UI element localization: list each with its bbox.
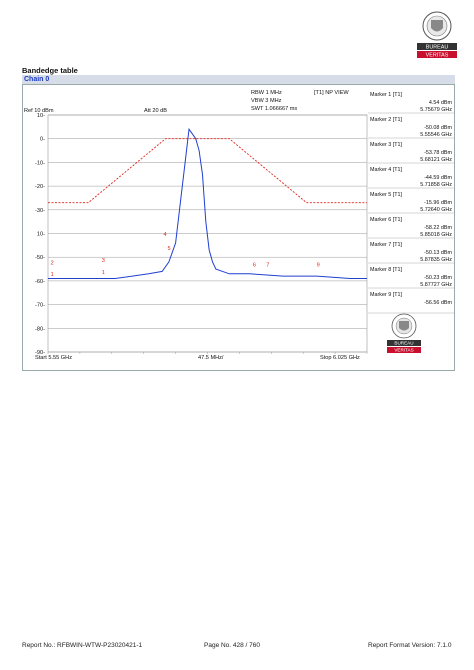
logo-text-bureau: BUREAU bbox=[426, 45, 449, 51]
ref-level-label: Ref 10 dBm bbox=[24, 108, 54, 114]
marker-label: 1 bbox=[51, 272, 54, 278]
y-tick-label: 10- bbox=[37, 232, 45, 238]
marker-label: 4 bbox=[164, 232, 167, 238]
x-start-label: Start 5.55 GHz bbox=[35, 355, 72, 361]
marker-table-freq: 5.55546 GHz bbox=[420, 132, 452, 138]
section-title: Bandedge table bbox=[22, 66, 78, 75]
chart-bureau-veritas-logo: BUREAU VERITAS bbox=[387, 313, 421, 353]
marker-table-name: Marker 7 [T1] bbox=[370, 242, 403, 248]
marker-table-name: Marker 1 [T1] bbox=[370, 92, 403, 98]
footer-page-no: Page No. 428 / 760 bbox=[204, 642, 261, 649]
marker-table-level: -53.78 dBm bbox=[424, 150, 452, 156]
attenuation-label: Att 20 dB bbox=[144, 108, 167, 114]
y-tick-label: -60- bbox=[35, 279, 45, 285]
swt-label: SWT 1.066667 ms bbox=[251, 106, 297, 112]
y-tick-label: -70- bbox=[35, 303, 45, 309]
chart-logo-text-veritas: VERITAS bbox=[394, 348, 413, 353]
chart-markers: 2 1 3 1 4 5 6 7 9 bbox=[51, 232, 320, 278]
marker-table-level: -44.59 dBm bbox=[424, 175, 452, 181]
footer-format-version: Report Format Version: 7.1.0 bbox=[368, 642, 452, 649]
marker-table-name: Marker 3 [T1] bbox=[370, 142, 403, 148]
chart-grid bbox=[47, 114, 368, 354]
marker-table-level: -50.08 dBm bbox=[424, 125, 452, 131]
marker-table-name: Marker 9 [T1] bbox=[370, 292, 403, 298]
marker-table-freq: 5.75679 GHz bbox=[420, 107, 452, 113]
marker-table-level: 4.54 dBm bbox=[429, 100, 453, 106]
marker-table-freq: 5.85018 GHz bbox=[420, 232, 452, 238]
spectrum-chart: 10- 0- -10- -20- -30- 10- -50- -60- -70- -80- -90-… bbox=[24, 90, 454, 361]
bureau-veritas-logo: BUREAU VERITAS bbox=[417, 11, 457, 59]
marker-label: 2 bbox=[51, 260, 54, 266]
x-stop-label: Stop 6.025 GHz bbox=[320, 355, 360, 361]
y-tick-label: -50- bbox=[35, 255, 45, 261]
marker-table-level: -50.23 dBm bbox=[424, 275, 452, 281]
marker-table-name: Marker 6 [T1] bbox=[370, 217, 403, 223]
trace-polyline bbox=[48, 127, 367, 280]
x-center-label: 47.5 MHz/ bbox=[198, 355, 224, 361]
marker-label: 6 bbox=[253, 263, 256, 269]
footer-report-no: Report No.: RFBWIN-WTW-P23020421-1 bbox=[22, 642, 143, 649]
marker-table-level: -50.13 dBm bbox=[424, 250, 452, 256]
marker-table-level: -15.96 dBm bbox=[424, 200, 452, 206]
limit-line bbox=[48, 138, 367, 204]
rbw-label: RBW 1 MHz bbox=[251, 90, 282, 96]
mode-label: [T1] NP VIEW bbox=[314, 90, 349, 96]
y-tick-labels: 10- 0- -10- -20- -30- 10- -50- -60- -70- -80- -90- bbox=[35, 113, 45, 356]
marker-table-name: Marker 4 [T1] bbox=[370, 167, 403, 173]
marker-table-name: Marker 5 [T1] bbox=[370, 192, 403, 198]
marker-table-freq: 5.68121 GHz bbox=[420, 157, 452, 163]
vbw-label: VBW 3 MHz bbox=[251, 98, 282, 104]
marker-table-name: Marker 8 [T1] bbox=[370, 267, 403, 273]
marker-table-freq: 5.71858 GHz bbox=[420, 182, 452, 188]
logo-text-veritas: VERITAS bbox=[426, 53, 449, 59]
marker-table-name: Marker 2 [T1] bbox=[370, 117, 403, 123]
marker-label: 5 bbox=[168, 246, 171, 252]
spectrum-trace bbox=[48, 127, 367, 280]
limit-polyline bbox=[48, 138, 367, 204]
panel-title: Chain 0 bbox=[22, 75, 455, 85]
marker-table-freq: 5.72640 GHz bbox=[420, 207, 452, 213]
marker-table-level: -56.56 dBm bbox=[424, 300, 452, 306]
marker-label: 1 bbox=[102, 270, 105, 276]
chart-logo-text-bureau: BUREAU bbox=[394, 341, 413, 346]
marker-table-level: -58.22 dBm bbox=[424, 225, 452, 231]
marker-label: 7 bbox=[266, 263, 269, 269]
y-tick-label: -90- bbox=[35, 350, 45, 356]
y-tick-label: -30- bbox=[35, 208, 45, 214]
y-tick-label: 0- bbox=[40, 137, 45, 143]
y-tick-label: -20- bbox=[35, 184, 45, 190]
y-tick-label: -10- bbox=[35, 160, 45, 166]
marker-table-freq: 5.87727 GHz bbox=[420, 282, 452, 288]
y-tick-label: -80- bbox=[35, 326, 45, 332]
marker-label: 9 bbox=[317, 263, 320, 269]
marker-table-freq: 5.87835 GHz bbox=[420, 257, 452, 263]
y-tick-label: 10- bbox=[37, 113, 45, 119]
marker-label: 3 bbox=[102, 258, 105, 264]
